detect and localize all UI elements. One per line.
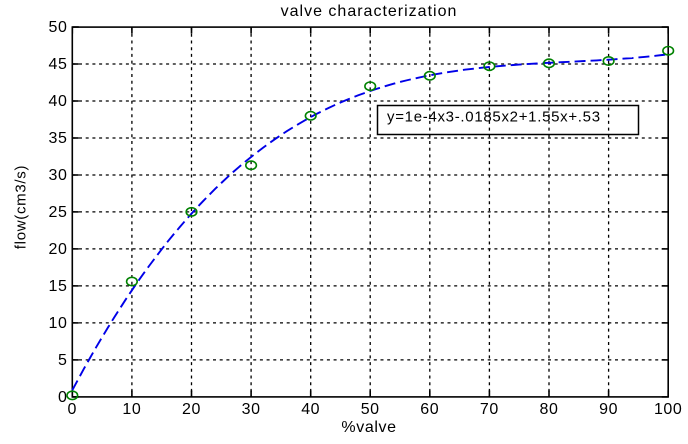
- svg-text:10: 10: [49, 315, 68, 332]
- svg-text:20: 20: [182, 401, 201, 418]
- svg-text:valve characterization: valve characterization: [281, 3, 458, 20]
- svg-text:80: 80: [540, 401, 559, 418]
- svg-text:70: 70: [480, 401, 499, 418]
- svg-text:40: 40: [49, 93, 68, 110]
- svg-text:100: 100: [654, 401, 683, 418]
- svg-text:0: 0: [58, 389, 68, 406]
- svg-text:y=1e-4x3-.0185x2+1.55x+.53: y=1e-4x3-.0185x2+1.55x+.53: [387, 109, 601, 126]
- svg-text:5: 5: [58, 352, 68, 369]
- svg-text:50: 50: [361, 401, 380, 418]
- svg-text:50: 50: [49, 19, 68, 36]
- svg-text:0: 0: [68, 401, 78, 418]
- svg-text:60: 60: [420, 401, 439, 418]
- svg-text:20: 20: [49, 241, 68, 258]
- svg-text:35: 35: [49, 130, 68, 147]
- svg-text:10: 10: [122, 401, 141, 418]
- svg-text:90: 90: [599, 401, 618, 418]
- svg-text:flow(cm3/s): flow(cm3/s): [13, 165, 30, 249]
- svg-text:%valve: %valve: [341, 419, 396, 436]
- svg-text:30: 30: [49, 167, 68, 184]
- svg-text:15: 15: [49, 278, 68, 295]
- svg-text:25: 25: [49, 204, 68, 221]
- svg-text:40: 40: [301, 401, 320, 418]
- svg-text:45: 45: [49, 56, 68, 73]
- svg-text:30: 30: [242, 401, 261, 418]
